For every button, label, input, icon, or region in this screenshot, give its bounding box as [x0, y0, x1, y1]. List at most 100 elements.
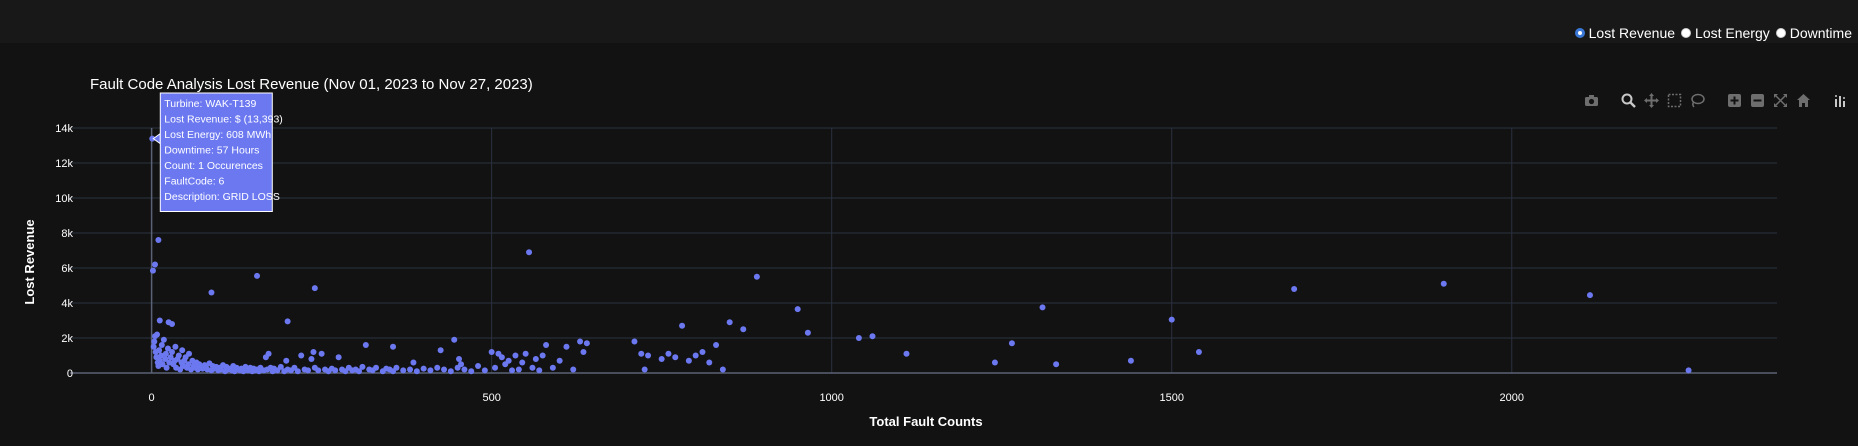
data-point[interactable] — [179, 347, 186, 354]
data-point[interactable] — [167, 354, 174, 361]
zoom-out-icon[interactable] — [1750, 93, 1765, 108]
data-point[interactable] — [390, 343, 397, 350]
data-point[interactable] — [451, 336, 458, 343]
data-point[interactable] — [305, 367, 312, 374]
data-point[interactable] — [692, 352, 699, 359]
data-point[interactable] — [359, 363, 366, 370]
data-point[interactable] — [172, 343, 179, 350]
data-point[interactable] — [509, 367, 516, 374]
radio-lost-energy[interactable]: Lost Energy — [1681, 25, 1770, 41]
scatter-chart[interactable]: Fault Code Analysis Lost Revenue (Nov 01… — [0, 43, 1858, 441]
data-point[interactable] — [158, 352, 165, 359]
data-point[interactable] — [152, 261, 159, 268]
data-point[interactable] — [151, 338, 158, 345]
box-select-icon[interactable] — [1667, 93, 1682, 108]
data-point[interactable] — [158, 342, 165, 348]
data-point[interactable] — [156, 347, 163, 354]
data-point[interactable] — [318, 350, 325, 357]
data-point[interactable] — [265, 350, 272, 357]
data-point[interactable] — [468, 368, 475, 375]
data-point[interactable] — [149, 135, 156, 142]
data-point[interactable] — [1039, 304, 1046, 311]
data-point[interactable] — [498, 354, 505, 361]
data-point[interactable] — [164, 345, 171, 352]
data-point[interactable] — [580, 349, 587, 355]
data-point[interactable] — [185, 361, 192, 368]
data-point[interactable] — [283, 357, 290, 364]
data-point[interactable] — [794, 306, 801, 313]
data-point[interactable] — [456, 356, 463, 362]
data-point[interactable] — [458, 361, 465, 368]
data-point[interactable] — [310, 349, 317, 355]
data-point[interactable] — [277, 363, 284, 370]
data-point[interactable] — [162, 350, 169, 357]
data-point[interactable] — [169, 349, 176, 355]
data-point[interactable] — [855, 335, 862, 341]
data-point[interactable] — [475, 363, 482, 369]
zoom-icon[interactable] — [1621, 93, 1636, 108]
data-point[interactable] — [175, 352, 182, 359]
data-point[interactable] — [1291, 286, 1298, 292]
data-point[interactable] — [208, 289, 215, 296]
data-point[interactable] — [641, 366, 648, 373]
data-point[interactable] — [461, 366, 468, 373]
data-point[interactable] — [315, 367, 322, 374]
data-point[interactable] — [427, 367, 434, 374]
data-point[interactable] — [407, 366, 414, 373]
data-point[interactable] — [804, 329, 811, 336]
autoscale-icon[interactable] — [1773, 93, 1788, 108]
data-point[interactable] — [991, 359, 998, 366]
data-point[interactable] — [481, 367, 488, 374]
data-point[interactable] — [903, 350, 910, 357]
data-point[interactable] — [539, 352, 546, 359]
data-point[interactable] — [437, 347, 444, 354]
data-point[interactable] — [1053, 361, 1060, 368]
data-point[interactable] — [492, 364, 499, 371]
data-point[interactable] — [1008, 340, 1015, 347]
data-point[interactable] — [356, 368, 363, 375]
data-point[interactable] — [505, 357, 512, 364]
data-point[interactable] — [159, 361, 166, 368]
data-point[interactable] — [658, 356, 665, 362]
data-point[interactable] — [665, 350, 672, 357]
lasso-select-icon[interactable] — [1690, 93, 1705, 108]
data-point[interactable] — [685, 357, 692, 364]
plotly-logo-icon[interactable] — [1833, 93, 1848, 108]
data-point[interactable] — [284, 318, 291, 325]
data-points[interactable] — [149, 135, 1692, 375]
data-point[interactable] — [434, 364, 441, 371]
data-point[interactable] — [563, 343, 570, 350]
data-point[interactable] — [150, 343, 157, 350]
data-point[interactable] — [441, 366, 448, 373]
data-point[interactable] — [679, 322, 686, 329]
data-point[interactable] — [645, 352, 652, 359]
data-point[interactable] — [512, 352, 519, 359]
data-point[interactable] — [713, 342, 720, 348]
data-point[interactable] — [163, 364, 170, 371]
data-point[interactable] — [308, 356, 315, 362]
data-point[interactable] — [1195, 349, 1202, 355]
data-point[interactable] — [156, 317, 163, 324]
data-point[interactable] — [400, 367, 407, 374]
data-point[interactable] — [335, 354, 342, 361]
data-point[interactable] — [556, 357, 563, 364]
data-point[interactable] — [447, 368, 454, 375]
data-point[interactable] — [522, 350, 529, 357]
radio-lost-revenue[interactable]: Lost Revenue — [1574, 25, 1675, 41]
pan-icon[interactable] — [1644, 92, 1659, 108]
data-point[interactable] — [726, 319, 733, 326]
data-point[interactable] — [740, 326, 747, 333]
zoom-in-icon[interactable] — [1727, 93, 1742, 108]
data-point[interactable] — [1127, 357, 1134, 364]
data-point[interactable] — [1685, 367, 1692, 374]
data-point[interactable] — [1440, 280, 1447, 287]
data-point[interactable] — [515, 366, 522, 373]
data-point[interactable] — [362, 342, 369, 348]
data-point[interactable] — [413, 368, 420, 375]
data-point[interactable] — [311, 285, 318, 292]
data-point[interactable] — [577, 338, 584, 345]
data-point[interactable] — [332, 367, 339, 374]
data-point[interactable] — [631, 338, 638, 345]
data-point[interactable] — [373, 364, 380, 371]
data-point[interactable] — [543, 342, 550, 348]
